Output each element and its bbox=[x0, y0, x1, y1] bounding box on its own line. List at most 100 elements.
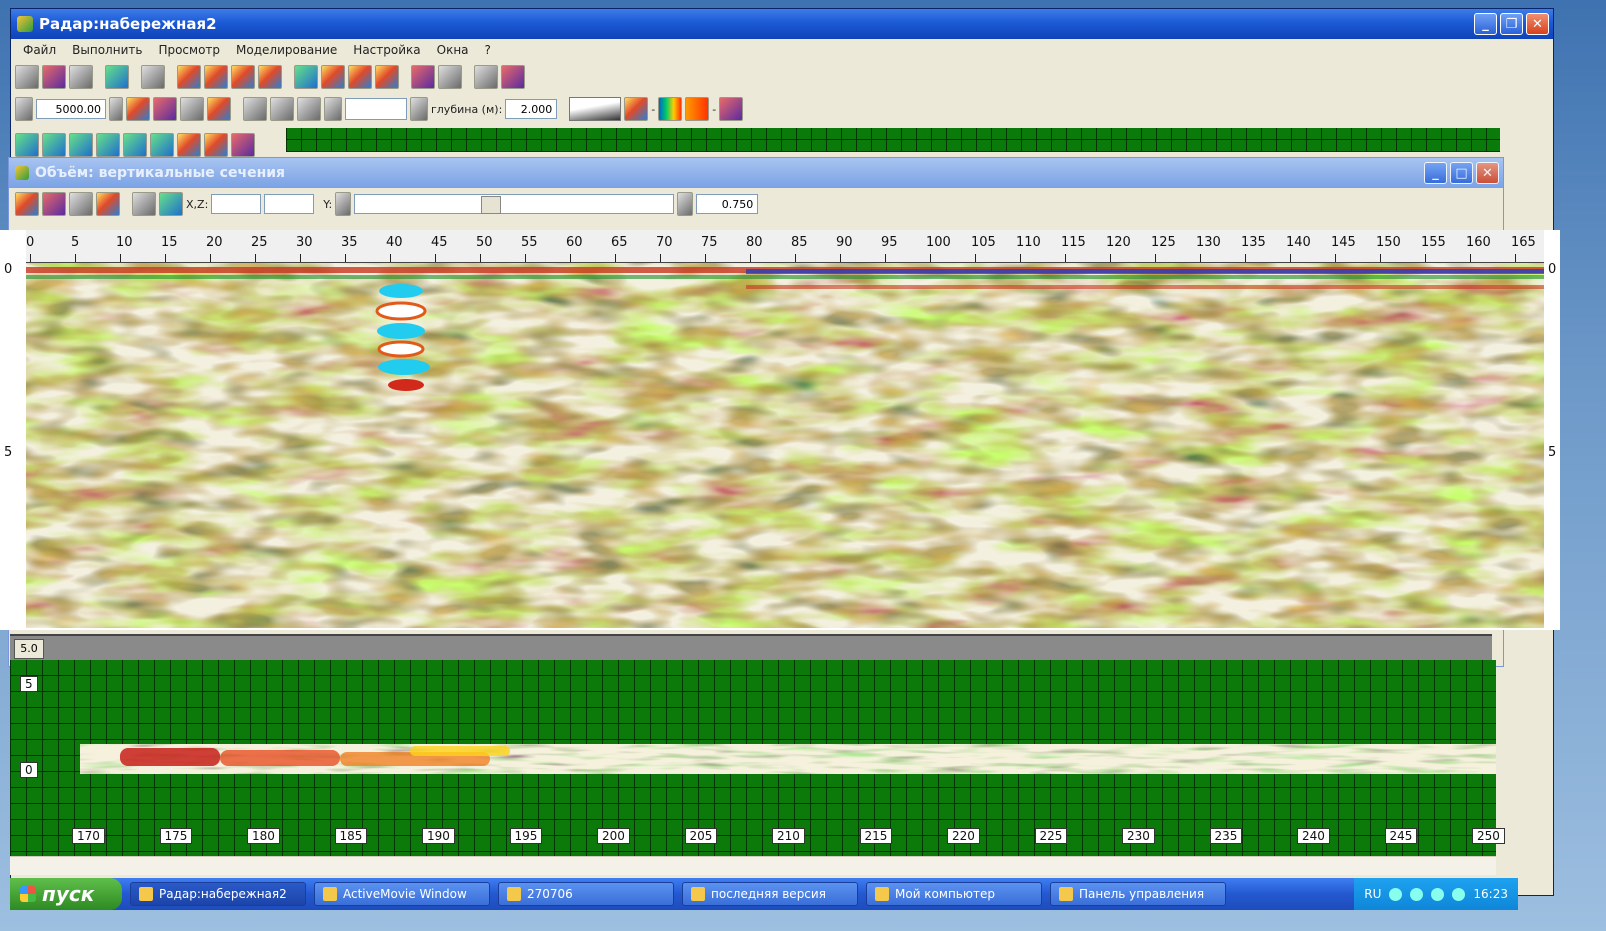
filter-icon[interactable] bbox=[177, 65, 201, 89]
menu-settings[interactable]: Настройка bbox=[353, 43, 421, 57]
tool-icon[interactable] bbox=[411, 65, 435, 89]
save-icon[interactable] bbox=[42, 65, 66, 89]
measure-icon[interactable] bbox=[204, 133, 228, 157]
gain-field[interactable]: 5000.00 bbox=[36, 99, 106, 119]
book-icon[interactable] bbox=[501, 65, 525, 89]
volume-title-bar[interactable]: Объём: вертикальные сечения _ □ ✕ bbox=[9, 158, 1503, 188]
triangle-icon[interactable] bbox=[624, 97, 649, 121]
move-icon[interactable] bbox=[15, 133, 39, 157]
depth-label: глубина (м): bbox=[431, 102, 503, 116]
depth-field[interactable]: 2.000 bbox=[505, 99, 558, 119]
position-slider[interactable] bbox=[345, 98, 407, 120]
zoom2-icon[interactable] bbox=[270, 97, 294, 121]
volume-close-button[interactable]: ✕ bbox=[1476, 162, 1499, 184]
ruler-tick bbox=[1290, 254, 1291, 262]
y-slider[interactable] bbox=[354, 194, 675, 214]
vrings-icon[interactable] bbox=[69, 192, 93, 216]
menu-help[interactable]: ? bbox=[484, 43, 491, 57]
chart2-icon[interactable] bbox=[375, 65, 399, 89]
monitor-icon[interactable] bbox=[141, 65, 165, 89]
filter3-icon[interactable] bbox=[231, 65, 255, 89]
volume-minimize-button[interactable]: _ bbox=[1424, 162, 1447, 184]
tray-icon-2[interactable] bbox=[1410, 887, 1424, 901]
vcolor2-icon[interactable] bbox=[42, 192, 66, 216]
menu-view[interactable]: Просмотр bbox=[158, 43, 221, 57]
restore-button[interactable]: ❐ bbox=[1500, 13, 1523, 35]
zoom-icon[interactable] bbox=[243, 97, 267, 121]
depth-scroll-value: 5.0 bbox=[14, 639, 44, 659]
ruler-tick bbox=[570, 254, 571, 262]
grid-icon[interactable] bbox=[297, 97, 321, 121]
language-indicator[interactable]: RU bbox=[1364, 887, 1382, 901]
task-radar[interactable]: Радар:набережная2 bbox=[130, 882, 306, 906]
wave-icon[interactable] bbox=[294, 65, 318, 89]
minimize-button[interactable]: _ bbox=[1474, 13, 1497, 35]
menu-modeling[interactable]: Моделирование bbox=[236, 43, 338, 57]
print-icon[interactable] bbox=[474, 65, 498, 89]
vcolor1-icon[interactable] bbox=[15, 192, 39, 216]
depth-scroll-strip[interactable]: 5.0 bbox=[10, 634, 1492, 662]
filter2-icon[interactable] bbox=[204, 65, 228, 89]
distance-ruler: 0 5 10 15 20 25 30 35 40 45 50 55 60 65 70 75 80 85 90 95 10… bbox=[26, 230, 1544, 263]
radargram-plot[interactable] bbox=[26, 263, 1544, 628]
color1-icon[interactable] bbox=[126, 97, 150, 121]
title-bar[interactable]: Радар:набережная2 _ ❐ ✕ bbox=[11, 9, 1553, 39]
gain-spinner[interactable] bbox=[109, 97, 123, 121]
palette-icon[interactable] bbox=[207, 97, 231, 121]
menu-windows[interactable]: Окна bbox=[436, 43, 469, 57]
ruler-tick-label: 105 bbox=[971, 235, 996, 250]
menu-run[interactable]: Выполнить bbox=[72, 43, 143, 57]
open-icon[interactable] bbox=[15, 65, 39, 89]
menu-file[interactable]: Файл bbox=[23, 43, 57, 57]
task-control-panel[interactable]: Панель управления bbox=[1050, 882, 1226, 906]
task-folder-latest[interactable]: последняя версия bbox=[682, 882, 858, 906]
book2-icon[interactable] bbox=[719, 97, 744, 121]
tray-icon-3[interactable] bbox=[1431, 887, 1445, 901]
scroll-left-icon[interactable] bbox=[324, 97, 342, 121]
y-right-icon[interactable] bbox=[677, 192, 694, 216]
plan-view[interactable]: 5 0 170 175 180 185 190 195 200 205 210 215 220 225… bbox=[10, 660, 1505, 856]
y-left-icon[interactable] bbox=[335, 192, 352, 216]
move2-icon[interactable] bbox=[42, 133, 66, 157]
ruler-tick-label: 85 bbox=[791, 235, 808, 250]
task-activemovie[interactable]: ActiveMovie Window bbox=[314, 882, 490, 906]
gain-curve-icon[interactable] bbox=[569, 97, 622, 121]
process-icon[interactable] bbox=[105, 65, 129, 89]
start-button[interactable]: пуск bbox=[10, 878, 122, 910]
erase-icon[interactable] bbox=[231, 133, 255, 157]
horizontal-scrollbar[interactable] bbox=[10, 856, 1496, 875]
scroll-right-icon[interactable] bbox=[410, 97, 428, 121]
y-value-field[interactable]: 0.750 bbox=[696, 194, 759, 214]
tray-icon-1[interactable] bbox=[1389, 887, 1403, 901]
y-slider-thumb[interactable] bbox=[481, 196, 502, 214]
arrow-left-icon[interactable] bbox=[69, 133, 93, 157]
export-icon[interactable] bbox=[438, 65, 462, 89]
ruler-tick-label: 125 bbox=[1151, 235, 1176, 250]
arrow-down-icon[interactable] bbox=[150, 133, 174, 157]
arrow-right-icon[interactable] bbox=[96, 133, 120, 157]
x-field[interactable] bbox=[211, 194, 262, 214]
close-button[interactable]: ✕ bbox=[1526, 13, 1549, 35]
color2-icon[interactable] bbox=[153, 97, 177, 121]
spectrum-icon[interactable] bbox=[321, 65, 345, 89]
color-scale-icon[interactable] bbox=[658, 97, 683, 121]
ruler-tick-label: 55 bbox=[521, 235, 538, 250]
depth-right-0: 0 bbox=[1548, 262, 1557, 277]
select-icon[interactable] bbox=[177, 133, 201, 157]
z-field[interactable] bbox=[264, 194, 315, 214]
copy-icon[interactable] bbox=[69, 65, 93, 89]
chart-icon[interactable] bbox=[348, 65, 372, 89]
volume-maximize-button[interactable]: □ bbox=[1450, 162, 1473, 184]
task-my-computer[interactable]: Мой компьютер bbox=[866, 882, 1042, 906]
vslice-icon[interactable] bbox=[132, 192, 156, 216]
vslice2-icon[interactable] bbox=[159, 192, 183, 216]
depth-right-5: 5 bbox=[1548, 445, 1557, 460]
filter4-icon[interactable] bbox=[258, 65, 282, 89]
color-scale2-icon[interactable] bbox=[685, 97, 710, 121]
ruler-tick bbox=[30, 254, 31, 262]
rings-icon[interactable] bbox=[180, 97, 204, 121]
arrow-up-icon[interactable] bbox=[123, 133, 147, 157]
vpalette-icon[interactable] bbox=[96, 192, 120, 216]
tray-icon-4[interactable] bbox=[1452, 887, 1466, 901]
task-folder-270706[interactable]: 270706 bbox=[498, 882, 674, 906]
